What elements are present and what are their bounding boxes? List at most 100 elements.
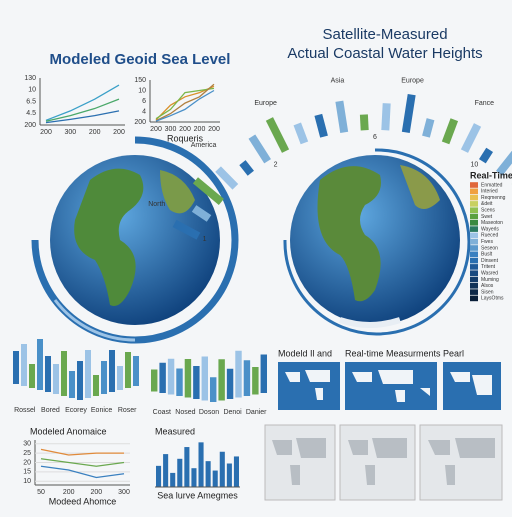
x-tick-label: 200 [89, 129, 101, 136]
legend-swatch [470, 226, 478, 232]
bar [227, 369, 233, 399]
bar [53, 364, 59, 394]
legend-swatch [470, 220, 478, 226]
y-tick-label: 6.5 [26, 98, 36, 105]
legend-label: Sisen [481, 289, 494, 295]
right-title: Satellite-Measured [322, 26, 447, 43]
bar [13, 351, 19, 384]
legend-swatch [470, 182, 478, 188]
y-tick-label: 20 [23, 459, 31, 466]
legend-swatch [470, 214, 478, 220]
category-label: Roser [118, 407, 137, 414]
bar [168, 359, 174, 395]
legend-label: LaysOtms [481, 296, 504, 302]
x-tick-label: 200 [179, 126, 191, 133]
index-label: 2 [274, 161, 278, 168]
y-tick-label: 25 [23, 450, 31, 457]
legend-label: Scens [481, 208, 495, 214]
bar [261, 355, 267, 394]
bar [176, 369, 182, 397]
x-tick-label: 200 [63, 489, 75, 496]
map-title: Modeld Il and [278, 348, 332, 358]
left-title: Modeled Geoid Sea Level [50, 51, 231, 68]
x-tick-label: 50 [37, 489, 45, 496]
y-tick-label: 150 [134, 77, 146, 84]
legend-swatch [470, 277, 478, 283]
bar [202, 357, 208, 401]
bar [170, 473, 175, 487]
bar [220, 452, 225, 487]
bar [213, 471, 218, 487]
y-tick-label: 4 [142, 108, 146, 115]
legend-label: Wayerls [481, 226, 499, 232]
bar [101, 361, 107, 394]
legend-label: Reqmenng [481, 195, 506, 201]
y-tick-label: 130 [24, 75, 36, 82]
region-label: Fance [475, 100, 495, 107]
category-label: Coast [153, 409, 171, 416]
bar [77, 361, 83, 400]
bar [206, 461, 211, 487]
legend-label: Buslt [481, 252, 493, 258]
region-label: Europe [254, 100, 277, 107]
bar [244, 360, 250, 396]
bar [125, 352, 131, 388]
x-tick-label: 300 [118, 489, 130, 496]
category-label: Ecorey [65, 407, 87, 414]
bar [151, 370, 157, 392]
legend-swatch [470, 252, 478, 258]
legend-label: Interied [481, 189, 498, 195]
y-tick-label: 200 [134, 119, 146, 126]
legend-swatch [470, 258, 478, 264]
legend-label: Wasred [481, 271, 498, 277]
category-label: Doson [199, 409, 219, 416]
legend-swatch [470, 233, 478, 239]
bar [234, 456, 239, 487]
legend-label: Rueced [481, 233, 498, 239]
category-label: Danier [246, 409, 267, 416]
y-tick-label: 10 [23, 478, 31, 485]
bar [235, 351, 241, 398]
bar [69, 371, 75, 398]
bar [210, 377, 216, 402]
y-tick-label: 200 [24, 122, 36, 129]
legend-label: Muming [481, 277, 499, 283]
legend-swatch [470, 195, 478, 201]
y-tick-label: 15 [23, 469, 31, 476]
category-label: Eonice [91, 407, 113, 414]
bar [21, 344, 27, 386]
y-tick-label: 4.5 [26, 110, 36, 117]
bar [185, 359, 191, 398]
bar [218, 359, 224, 400]
x-tick-label: 300 [64, 129, 76, 136]
bar [163, 454, 168, 487]
legend-swatch [470, 296, 478, 302]
bar [360, 114, 369, 130]
bar [109, 350, 115, 392]
x-tick-label: 200 [194, 126, 206, 133]
y-tick-label: 30 [23, 441, 31, 448]
index-label: 1 [203, 236, 207, 243]
y-tick-label: 10 [138, 87, 146, 94]
bar [381, 103, 390, 130]
bar [29, 364, 35, 388]
map-title: Real-time Measurments [345, 348, 441, 358]
x-tick-label: 200 [90, 489, 102, 496]
legend-swatch [470, 201, 478, 207]
legend-label: Fwes [481, 239, 493, 245]
legend-label: Tritent [481, 264, 496, 270]
y-tick-label: 10 [28, 87, 36, 94]
chart-title: Modeled Anomaice [30, 426, 107, 436]
legend-label: Swet [481, 214, 493, 220]
map-panels [265, 362, 502, 500]
bar [193, 366, 199, 399]
index-label: 10 [471, 161, 479, 168]
bar [61, 351, 67, 396]
legend-title: Real-Time [470, 170, 512, 180]
bar [184, 447, 189, 487]
index-label: 6 [373, 134, 377, 141]
legend-label: Alsos [481, 283, 494, 289]
bar [37, 339, 43, 390]
map-title: Pearl [443, 348, 464, 358]
region-label: Asia [331, 78, 345, 85]
